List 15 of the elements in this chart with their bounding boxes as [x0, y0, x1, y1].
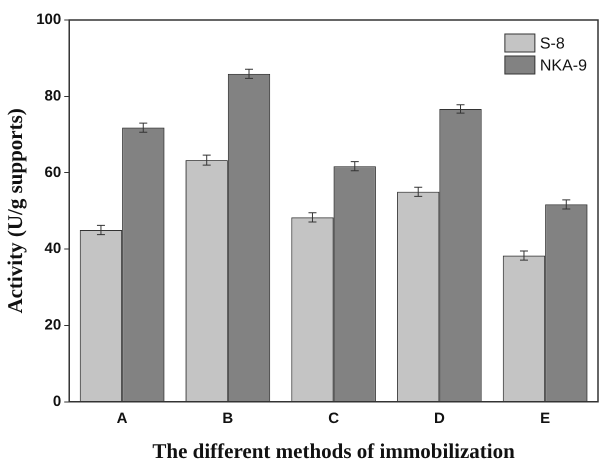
y-tick-label: 100: [36, 11, 62, 28]
y-tick-label: 20: [44, 316, 62, 334]
x-tick-label: B: [222, 410, 234, 427]
y-tick-label: 60: [44, 164, 62, 181]
y-tick-label: 80: [44, 88, 62, 104]
y-tick-label: 0: [52, 392, 62, 410]
legend-label: NKA-9: [540, 57, 588, 74]
x-tick-label: E: [540, 410, 550, 427]
x-axis-title: The different methods of immobilization: [152, 438, 516, 463]
y-axis-title: Activity (U/g supports): [3, 108, 28, 314]
y-tick-label: 40: [44, 240, 62, 258]
x-tick-label: D: [434, 410, 445, 427]
x-tick-label: C: [328, 410, 340, 427]
x-tick-label: A: [116, 410, 128, 427]
legend-label: S-8: [540, 35, 565, 52]
